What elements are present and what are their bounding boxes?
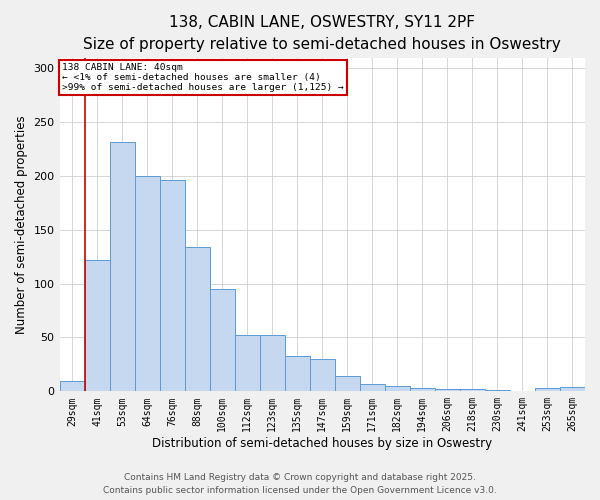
Bar [134, 176, 160, 392]
Bar [435, 389, 460, 392]
Text: Contains HM Land Registry data © Crown copyright and database right 2025.
Contai: Contains HM Land Registry data © Crown c… [103, 474, 497, 495]
Bar [385, 386, 410, 392]
Bar [235, 336, 260, 392]
Bar [360, 384, 385, 392]
Bar [209, 289, 235, 392]
Bar [335, 376, 360, 392]
Text: 138 CABIN LANE: 40sqm
← <1% of semi-detached houses are smaller (4)
>99% of semi: 138 CABIN LANE: 40sqm ← <1% of semi-deta… [62, 62, 344, 92]
Bar [560, 387, 585, 392]
Bar [59, 380, 85, 392]
Bar [85, 260, 110, 392]
Bar [185, 247, 209, 392]
Bar [535, 388, 560, 392]
Y-axis label: Number of semi-detached properties: Number of semi-detached properties [15, 115, 28, 334]
Bar [410, 388, 435, 392]
Bar [310, 359, 335, 392]
Bar [110, 142, 134, 392]
Bar [485, 390, 510, 392]
X-axis label: Distribution of semi-detached houses by size in Oswestry: Distribution of semi-detached houses by … [152, 437, 493, 450]
Bar [160, 180, 185, 392]
Bar [460, 389, 485, 392]
Bar [260, 336, 285, 392]
Bar [285, 356, 310, 392]
Title: 138, CABIN LANE, OSWESTRY, SY11 2PF
Size of property relative to semi-detached h: 138, CABIN LANE, OSWESTRY, SY11 2PF Size… [83, 15, 561, 52]
